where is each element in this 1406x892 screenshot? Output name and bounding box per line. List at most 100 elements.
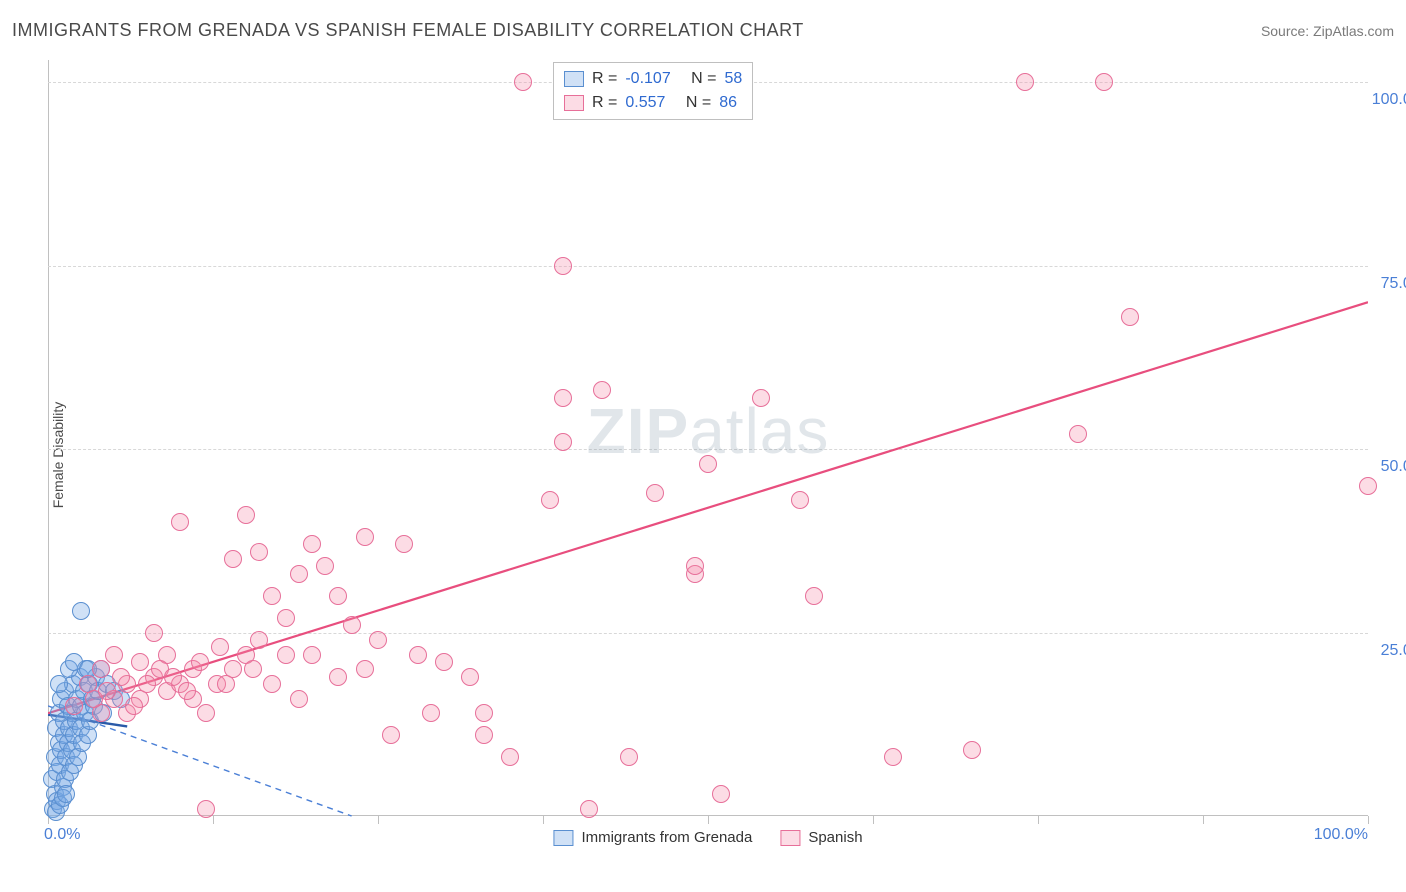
data-point-spanish (211, 638, 229, 656)
legend-label-grenada: Immigrants from Grenada (581, 829, 752, 846)
data-point-spanish (329, 587, 347, 605)
data-point-spanish (217, 675, 235, 693)
data-point-spanish (686, 557, 704, 575)
data-point-spanish (963, 741, 981, 759)
data-point-spanish (316, 557, 334, 575)
data-point-spanish (178, 682, 196, 700)
x-tick (1203, 816, 1204, 824)
n-value-grenada: 58 (725, 67, 743, 91)
data-point-spanish (244, 660, 262, 678)
data-point-spanish (98, 682, 116, 700)
n-label: N = (691, 67, 716, 91)
data-point-spanish (369, 631, 387, 649)
x-tick-label: 0.0% (44, 826, 80, 844)
data-point-spanish (409, 646, 427, 664)
data-point-spanish (1095, 73, 1113, 91)
data-point-spanish (250, 543, 268, 561)
data-point-spanish (395, 535, 413, 553)
data-point-spanish (422, 704, 440, 722)
data-point-spanish (329, 668, 347, 686)
data-point-spanish (92, 660, 110, 678)
data-point-spanish (541, 491, 559, 509)
n-label: N = (686, 91, 711, 115)
data-point-spanish (475, 704, 493, 722)
data-point-spanish (145, 624, 163, 642)
legend-swatch-spanish-icon (780, 830, 800, 846)
x-tick-label: 100.0% (1314, 826, 1368, 844)
y-tick-label: 25.0% (1381, 642, 1406, 660)
data-point-spanish (620, 748, 638, 766)
data-point-spanish (752, 389, 770, 407)
data-point-spanish (197, 704, 215, 722)
data-point-grenada (57, 785, 75, 803)
data-point-spanish (791, 491, 809, 509)
r-label: R = (592, 91, 617, 115)
data-point-spanish (237, 506, 255, 524)
data-point-spanish (343, 616, 361, 634)
data-point-spanish (356, 528, 374, 546)
data-point-spanish (250, 631, 268, 649)
n-value-spanish: 86 (719, 91, 737, 115)
legend-swatch-spanish (564, 95, 584, 111)
data-point-spanish (263, 587, 281, 605)
data-point-spanish (125, 697, 143, 715)
data-point-grenada (72, 602, 90, 620)
legend-swatch-grenada (564, 71, 584, 87)
data-point-spanish (382, 726, 400, 744)
data-point-spanish (554, 257, 572, 275)
r-value-grenada: -0.107 (625, 67, 670, 91)
x-tick (708, 816, 709, 824)
data-point-spanish (290, 690, 308, 708)
data-point-spanish (191, 653, 209, 671)
data-point-spanish (277, 609, 295, 627)
plot-area: Female Disability 25.0%50.0%75.0%100.0%0… (48, 60, 1368, 850)
data-point-spanish (580, 800, 598, 818)
data-point-spanish (171, 513, 189, 531)
data-point-spanish (475, 726, 493, 744)
data-point-spanish (197, 800, 215, 818)
legend-item-spanish: Spanish (780, 829, 862, 846)
y-axis-line (48, 60, 49, 816)
r-label: R = (592, 67, 617, 91)
legend-item-grenada: Immigrants from Grenada (553, 829, 752, 846)
data-point-spanish (263, 675, 281, 693)
data-point-spanish (303, 646, 321, 664)
data-point-spanish (1359, 477, 1377, 495)
y-tick-label: 75.0% (1381, 275, 1406, 293)
r-value-spanish: 0.557 (625, 91, 665, 115)
data-point-spanish (105, 646, 123, 664)
data-point-spanish (554, 389, 572, 407)
data-point-spanish (712, 785, 730, 803)
data-point-spanish (277, 646, 295, 664)
x-tick (213, 816, 214, 824)
series-legend: Immigrants from Grenada Spanish (553, 829, 862, 846)
data-point-spanish (805, 587, 823, 605)
data-point-spanish (138, 675, 156, 693)
data-point-spanish (501, 748, 519, 766)
legend-row-spanish: R = 0.557 N = 86 (564, 91, 742, 115)
x-tick (378, 816, 379, 824)
data-point-spanish (164, 668, 182, 686)
data-point-spanish (290, 565, 308, 583)
data-point-spanish (646, 484, 664, 502)
x-tick (1038, 816, 1039, 824)
data-point-spanish (514, 73, 532, 91)
data-point-spanish (1016, 73, 1034, 91)
data-point-spanish (1121, 308, 1139, 326)
y-tick-label: 100.0% (1372, 91, 1406, 109)
x-tick (1368, 816, 1369, 824)
data-point-spanish (593, 381, 611, 399)
chart-title: IMMIGRANTS FROM GRENADA VS SPANISH FEMAL… (12, 20, 804, 41)
gridline-h (48, 633, 1368, 634)
data-point-spanish (1069, 425, 1087, 443)
source-label: Source: ZipAtlas.com (1261, 23, 1394, 39)
data-point-spanish (303, 535, 321, 553)
gridline-h (48, 449, 1368, 450)
data-point-spanish (461, 668, 479, 686)
data-point-spanish (554, 433, 572, 451)
data-point-spanish (65, 697, 83, 715)
gridline-h (48, 266, 1368, 267)
data-point-spanish (435, 653, 453, 671)
data-point-spanish (131, 653, 149, 671)
legend-swatch-grenada-icon (553, 830, 573, 846)
